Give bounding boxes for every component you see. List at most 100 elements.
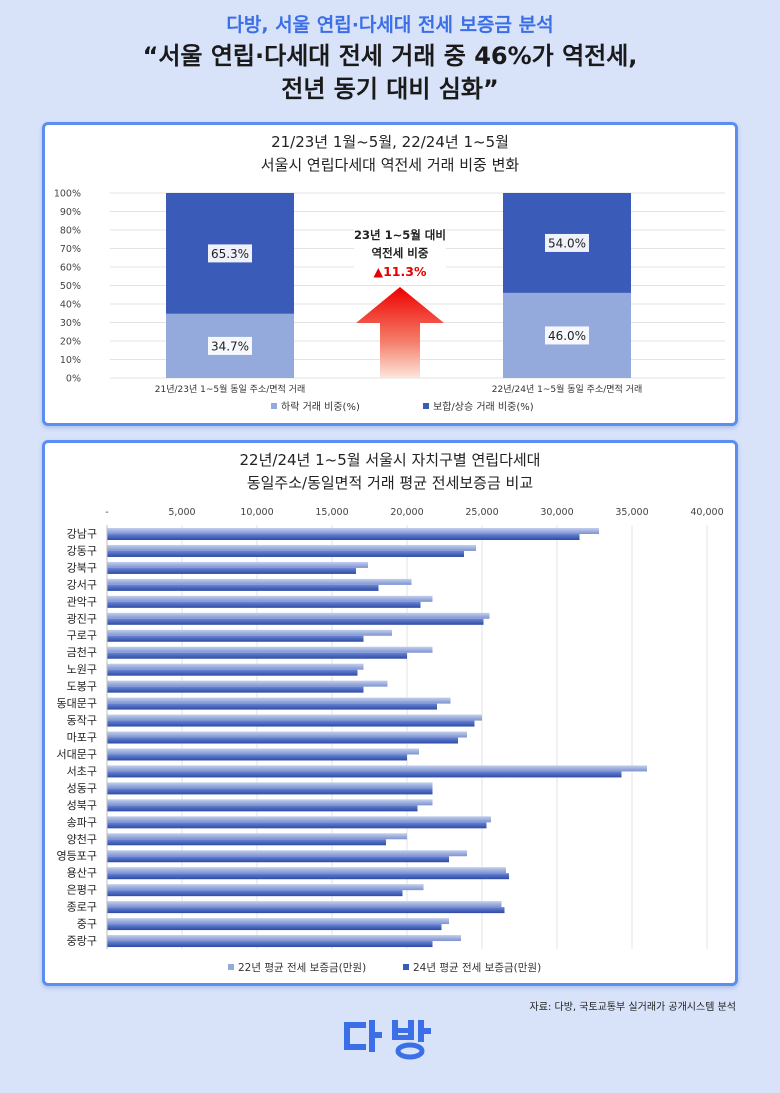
- up-arrow: [356, 287, 444, 378]
- y-category-label: 동작구: [67, 714, 97, 727]
- y-category-label: 성동구: [67, 782, 97, 795]
- page-subtitle: 다방, 서울 연립·다세대 전세 보증금 분석: [226, 14, 554, 36]
- annotation-box: [354, 227, 446, 285]
- bar: [107, 765, 647, 772]
- bar: [107, 618, 484, 625]
- bar: [107, 703, 437, 710]
- x-tick-label: -: [105, 507, 108, 518]
- reverse-jeonse-share-card: 21/23년 1월~5월, 22/24년 1~5월 서울시 연립다세대 역전세 …: [42, 122, 738, 426]
- bar: [107, 901, 502, 908]
- y-tick-label: 70%: [60, 244, 81, 255]
- bar: [107, 884, 424, 891]
- bar: [107, 720, 475, 727]
- y-category-label: 강남구: [67, 527, 97, 540]
- y-tick-label: 0%: [66, 374, 81, 385]
- bar: [107, 748, 419, 755]
- y-tick-label: 80%: [60, 226, 81, 237]
- chart1-title-line-1: 21/23년 1월~5월, 22/24년 1~5월: [271, 133, 509, 151]
- bar: [107, 822, 487, 829]
- x-category-label: 21년/23년 1~5월 동일 주소/면적 거래: [155, 383, 306, 395]
- bar: [107, 924, 442, 931]
- bar: [107, 935, 461, 942]
- y-category-label: 관악구: [67, 595, 97, 608]
- stacked-bar-chart: 0% 10% 20% 30% 40% 50% 60% 70% 80% 90% 100% 34.7% 65…: [54, 189, 725, 413]
- bar: [107, 782, 433, 789]
- data-label: 54.0%: [548, 236, 586, 250]
- y-category-label: 강서구: [67, 578, 97, 591]
- bar: [107, 771, 622, 778]
- bar: [107, 918, 449, 925]
- bar: [107, 833, 407, 840]
- annotation-line-2: 역전세 비중: [372, 246, 429, 260]
- bar: [107, 850, 467, 857]
- y-category-label: 중랑구: [67, 935, 97, 948]
- y-tick-label: 60%: [60, 263, 81, 274]
- annotation-change: ▲11.3%: [374, 264, 427, 279]
- bar: [107, 754, 407, 761]
- x-tick-label: 35,000: [615, 507, 648, 518]
- y-category-label: 은평구: [67, 884, 97, 897]
- data-label-box: [545, 233, 589, 252]
- dabang-logo-mark: [344, 1020, 431, 1060]
- y-category-label: 광진구: [67, 612, 97, 625]
- bar: [107, 788, 433, 795]
- y-tick-label: 20%: [60, 337, 81, 348]
- y-category-label: 용산구: [67, 867, 97, 880]
- y-tick-label: 50%: [60, 281, 81, 292]
- bar: [107, 567, 356, 574]
- bar: [107, 629, 392, 636]
- y-category-label: 금천구: [67, 645, 97, 659]
- y-category-label: 서초구: [67, 765, 97, 778]
- bar: [107, 534, 580, 540]
- data-label-box: [208, 336, 252, 355]
- bar: [107, 635, 364, 642]
- data-label-box: [208, 244, 252, 263]
- bar: [107, 646, 433, 653]
- chart1-title-line-2: 서울시 연립다세대 역전세 거래 비중 변화: [260, 156, 520, 174]
- bar: [107, 941, 433, 948]
- bar: [107, 663, 364, 670]
- bar: [107, 697, 451, 704]
- y-category-label: 강동구: [67, 544, 97, 557]
- bar: [107, 731, 467, 738]
- bar: [107, 550, 464, 557]
- x-tick-label: 5,000: [168, 507, 195, 518]
- y-tick-label: 100%: [54, 189, 81, 200]
- headline-line-1: “서울 연립·다세대 전세 거래 중 46%가 역전세,: [142, 42, 638, 70]
- legend-label-24: 24년 평균 전세 보증금(만원): [413, 962, 541, 974]
- data-label: 46.0%: [548, 329, 586, 343]
- legend-swatch-22: [228, 964, 234, 970]
- legend-label-decline: 하락 거래 비중(%): [281, 400, 360, 413]
- bar: [107, 856, 449, 863]
- bar: [107, 680, 388, 687]
- bar: [107, 686, 364, 693]
- bar: [107, 601, 421, 608]
- data-label: 65.3%: [211, 247, 249, 261]
- legend-swatch-decline: [271, 403, 277, 409]
- headline-line-2: 전년 동기 대비 심화”: [281, 75, 499, 103]
- bar: [107, 669, 358, 676]
- page-header: 다방, 서울 연립·다세대 전세 보증금 분석 “서울 연립·다세대 전세 거래…: [0, 10, 780, 106]
- x-category-label: 22년/24년 1~5월 동일 주소/면적 거래: [492, 383, 643, 395]
- bar: [107, 528, 599, 534]
- y-category-label: 서대문구: [57, 748, 97, 761]
- bar: [107, 561, 368, 568]
- y-category-label: 마포구: [67, 731, 97, 744]
- horizontal-bar-chart: - 5,000 10,000 15,000 20,000 25,000 30,000 35,0…: [57, 507, 724, 974]
- y-tick-label: 10%: [60, 355, 81, 366]
- x-tick-label: 20,000: [390, 507, 423, 518]
- annotation-line-1: 23년 1~5월 대비: [354, 228, 446, 242]
- data-label: 34.7%: [211, 339, 249, 353]
- y-tick-label: 30%: [60, 318, 81, 329]
- y-category-label: 중구: [77, 918, 97, 931]
- bar: [107, 907, 505, 914]
- chart2-title-line-2: 동일주소/동일면적 거래 평균 전세보증금 비교: [246, 474, 534, 492]
- legend-label-flat-rise: 보합/상승 거래 비중(%): [433, 401, 534, 413]
- bar: [107, 890, 403, 897]
- bar: [107, 584, 379, 591]
- chart1-title: 21/23년 1월~5월, 22/24년 1~5월 서울시 연립다세대 역전세 …: [45, 131, 735, 177]
- y-category-label: 성북구: [67, 799, 97, 812]
- chart2-title-line-1: 22년/24년 1~5월 서울시 자치구별 연립다세대: [239, 451, 541, 469]
- dabang-logo: [344, 1020, 431, 1060]
- chart2-title: 22년/24년 1~5월 서울시 자치구별 연립다세대 동일주소/동일면적 거래…: [45, 449, 735, 495]
